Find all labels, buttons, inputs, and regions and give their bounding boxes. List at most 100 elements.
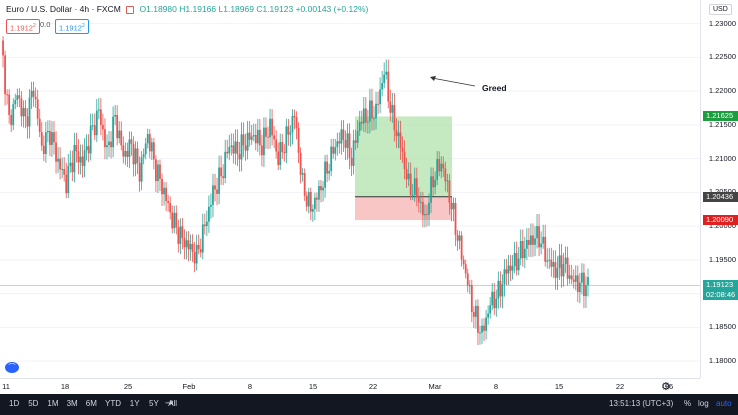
candle-body [193, 251, 196, 264]
candle-body [195, 244, 198, 264]
date-range-icon[interactable]: ⇥ [165, 398, 174, 409]
ohlc-close: C1.19123 [256, 4, 294, 14]
candle-body [348, 133, 351, 158]
candle-body [205, 221, 208, 227]
candle-body [81, 156, 84, 166]
candle-body [232, 145, 235, 154]
clock-time[interactable]: 13:51:13 (UTC+3) [609, 399, 674, 408]
candle-body [309, 192, 312, 212]
candle-body [18, 95, 21, 99]
candle-body [228, 146, 231, 154]
candle-body [134, 148, 137, 165]
candle-body [254, 135, 257, 144]
candle-body [381, 83, 384, 90]
candle-body [383, 74, 386, 84]
candle-body [207, 206, 210, 222]
candle-body [525, 239, 528, 249]
candle-body [144, 143, 147, 155]
price-axis[interactable]: USD 1.23000 1.22500 1.22000 1.21500 1.21000 1… [700, 0, 738, 378]
price-tick-label: 1.21000 [708, 153, 736, 163]
candle-body [167, 201, 170, 203]
time-tick-label: 25 [123, 382, 133, 391]
auto-toggle[interactable]: auto [716, 399, 732, 408]
candle-body [332, 146, 335, 154]
candle-body [93, 125, 96, 136]
range-button-3m[interactable]: 3M [66, 399, 78, 408]
range-button-6m[interactable]: 6M [85, 399, 97, 408]
tradingview-logo-icon[interactable]: ⌒ [5, 362, 19, 373]
candle-body [124, 151, 127, 157]
arrow-head-icon [430, 76, 436, 81]
candle-body [244, 145, 247, 151]
candle-body [189, 243, 192, 250]
candle-body [99, 109, 102, 125]
percent-toggle[interactable]: % [684, 399, 692, 408]
candle-body [501, 284, 504, 297]
range-button-all[interactable]: All [168, 399, 178, 408]
price-tick-label: 1.21500 [708, 119, 736, 129]
settings-gear-icon[interactable]: ⚙ [661, 381, 671, 393]
candle-body [432, 176, 434, 188]
candle-body [521, 241, 524, 259]
candle-body [83, 150, 86, 166]
candle-body [364, 108, 367, 123]
candle-body [173, 212, 176, 229]
symbol-title[interactable]: Euro / U.S. Dollar · 4h · FXCM [6, 4, 121, 14]
candle-body [470, 285, 473, 313]
candle-body [456, 234, 459, 241]
candle-body [536, 226, 538, 239]
candle-body [583, 272, 585, 297]
candle-body [532, 235, 534, 245]
candlestick-chart[interactable]: Greed [0, 0, 700, 378]
candle-body [303, 173, 306, 196]
candle-body [407, 173, 410, 180]
range-button-5d[interactable]: 5D [28, 399, 39, 408]
candle-body [181, 226, 184, 238]
currency-label[interactable]: USD [709, 4, 732, 15]
buy-button[interactable]: 1.19122 [55, 19, 89, 34]
candle-body [405, 169, 408, 180]
annotation-arrow [431, 77, 476, 87]
log-toggle[interactable]: log [698, 399, 709, 408]
candle-body [566, 257, 569, 279]
candle-body [136, 148, 139, 163]
range-button-5y[interactable]: 5Y [149, 399, 159, 408]
candle-body [452, 202, 455, 210]
candle-body [354, 140, 357, 143]
time-tick-label: 26 [664, 382, 674, 391]
range-button-ytd[interactable]: YTD [105, 399, 121, 408]
candle-body [212, 185, 214, 205]
candle-body [485, 317, 487, 331]
time-axis[interactable]: 11 18 25 Feb 8 15 22 Mar 8 15 22 26 ⚙ [0, 378, 700, 395]
candle-body [4, 55, 6, 95]
candle-body [295, 117, 298, 129]
candle-body [385, 71, 388, 75]
candle-body [411, 194, 414, 196]
candle-body [118, 130, 121, 139]
candle-body [242, 134, 245, 146]
candle-body [106, 145, 108, 148]
candle-body [371, 100, 373, 119]
candle-body [540, 243, 543, 248]
candle-body [240, 134, 243, 160]
candle-body [77, 151, 80, 163]
range-button-1y[interactable]: 1Y [129, 399, 140, 408]
range-button-1m[interactable]: 1M [47, 399, 59, 408]
candle-body [330, 146, 333, 172]
candle-body [379, 89, 382, 105]
sell-button[interactable]: 1.19122 [6, 19, 40, 34]
candle-body [338, 141, 341, 144]
candle-body [509, 265, 512, 271]
candle-body [6, 94, 9, 96]
candle-body [580, 272, 583, 283]
candle-body [236, 141, 239, 155]
candle-body [130, 139, 133, 144]
candle-body [38, 118, 41, 133]
buy-price: 1.1912 [59, 23, 82, 33]
candle-body [293, 115, 296, 118]
candle-body [530, 235, 532, 245]
candle-body [515, 252, 518, 271]
chart-area[interactable]: Greed Euro / U.S. Dollar · 4h · FXCM O1.… [0, 0, 700, 378]
range-button-1d[interactable]: 1D [9, 399, 20, 408]
candle-body [352, 140, 355, 166]
